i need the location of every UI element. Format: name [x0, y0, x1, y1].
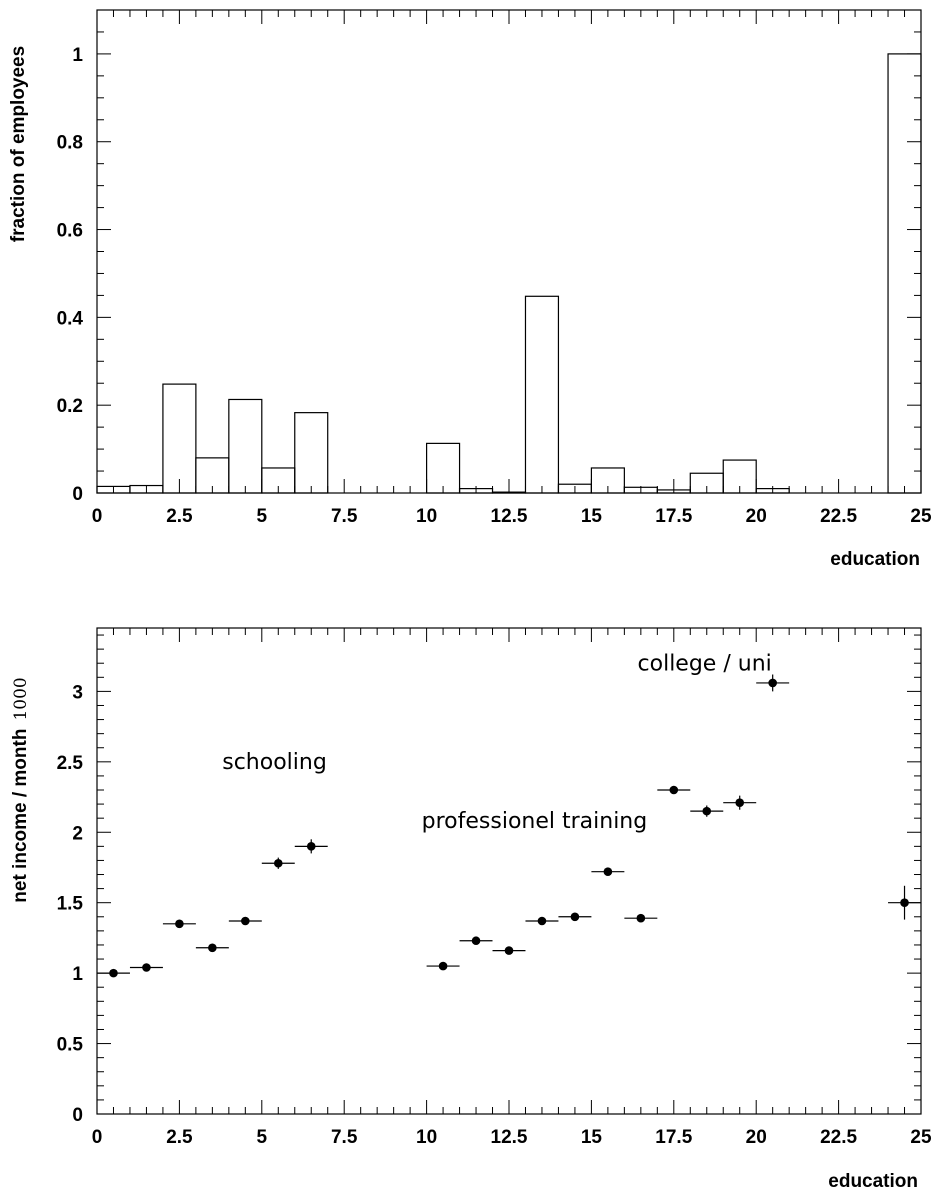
histogram-bar [294, 412, 329, 494]
data-point [504, 946, 514, 955]
histogram-bar [722, 459, 757, 494]
y-tick-label: 0.5 [57, 1035, 84, 1056]
histogram-bar [755, 488, 790, 494]
histogram-bar [590, 467, 625, 494]
x-tick-label: 2.5 [166, 506, 193, 527]
histogram-bar [887, 53, 922, 494]
y-tick-label: 0.4 [57, 308, 84, 329]
x-tick-label: 15 [581, 1127, 603, 1148]
data-point [900, 898, 909, 907]
y-tick-label: 1 [72, 45, 83, 66]
data-point [438, 961, 448, 971]
y-tick-label: 1.5 [57, 894, 84, 915]
x-tick-label: 7.5 [331, 506, 358, 527]
y-tick-label: 1 [72, 964, 83, 985]
x-tick-label: 25 [910, 506, 932, 527]
y-tick-label: 0.8 [57, 133, 83, 154]
x-tick-label: 22.5 [820, 1127, 857, 1148]
annotation-label: schooling [222, 750, 327, 775]
y-axis-title: net income / month 1000 [10, 677, 31, 902]
data-point [702, 806, 712, 816]
y-tick-label: 3 [72, 682, 83, 703]
x-tick-label: 12.5 [491, 1127, 528, 1148]
x-tick-label: 17.5 [655, 1127, 692, 1148]
histogram-chart: fraction of employees education 0 2.5 5 7.5… [8, 9, 932, 570]
x-tick-label: 5 [257, 506, 268, 527]
histogram-bar [458, 488, 494, 494]
x-tick-label: 5 [257, 1127, 268, 1148]
x-tick-label: 17.5 [655, 506, 692, 527]
y-axis-title-unit: 1000 [11, 677, 31, 720]
x-tick-label: 22.5 [820, 506, 857, 527]
data-point [273, 858, 283, 868]
x-tick-label: 20 [746, 1127, 767, 1148]
y-axis-title: fraction of employees [8, 46, 29, 242]
data-point [669, 785, 679, 795]
histogram-bar [228, 398, 263, 494]
x-tick-label: 7.5 [331, 1127, 358, 1148]
histogram-bar [426, 442, 461, 494]
annotation-label: college / uni [638, 651, 772, 676]
data-point [208, 943, 217, 953]
annotation-label: professionel training [422, 809, 648, 834]
x-axis-title: education [830, 549, 920, 570]
data-point [142, 963, 151, 972]
histogram-bar [162, 383, 197, 494]
histogram-bar [524, 295, 560, 494]
data-point [471, 936, 481, 946]
data-point [570, 912, 580, 922]
income-scatter-chart: net income / month 1000 education 0 2.5 5 7.… [10, 627, 932, 1192]
y-tick-label: 2 [72, 823, 83, 844]
data-point [306, 842, 316, 851]
x-tick-label: 0 [92, 1127, 103, 1148]
x-tick-label: 20 [746, 506, 767, 527]
y-tick-label: 0.6 [57, 221, 83, 242]
x-tick-label: 10 [416, 1127, 437, 1148]
histogram-bar [491, 491, 527, 494]
x-tick-label: 15 [581, 506, 603, 527]
y-tick-label: 0 [72, 484, 83, 505]
x-tick-label: 2.5 [166, 1127, 193, 1148]
y-tick-label: 0.2 [57, 396, 83, 417]
data-point [636, 913, 646, 923]
x-tick-label: 12.5 [491, 506, 528, 527]
data-point [768, 678, 777, 688]
data-point [537, 916, 547, 926]
data-point [109, 968, 118, 978]
y-tick-label: 0 [72, 1105, 83, 1126]
y-axis-title-main: net income / month [10, 729, 31, 903]
x-tick-label: 0 [92, 506, 103, 527]
x-tick-label: 10 [416, 506, 437, 527]
x-axis-title: education [828, 1171, 918, 1192]
data-point [175, 919, 184, 929]
data-point [735, 798, 745, 807]
data-point [603, 867, 613, 877]
y-tick-label: 2.5 [57, 753, 84, 774]
data-point [241, 916, 250, 926]
x-tick-label: 25 [910, 1127, 932, 1148]
